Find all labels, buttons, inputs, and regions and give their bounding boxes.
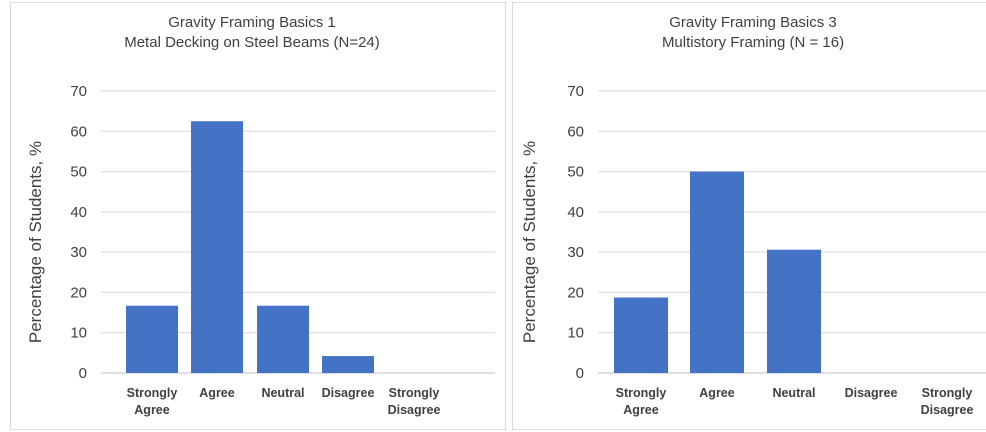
category-label-line: Neutral [772, 386, 815, 400]
chart-2-title-line-1: Gravity Framing Basics 3 [669, 14, 837, 31]
category-label-line: Strongly [127, 386, 178, 400]
category-label-line: Agree [199, 386, 234, 400]
chart-2-bar [690, 171, 744, 373]
chart-1-y-tick-label: 70 [70, 83, 87, 100]
chart-2-y-tick-label: 70 [567, 83, 584, 100]
chart-panel-2: Gravity Framing Basics 3 Multistory Frami… [512, 2, 986, 430]
chart-1-bar [322, 356, 374, 373]
category-label-line: Strongly [389, 386, 440, 400]
chart-2-bar [614, 297, 668, 373]
chart-1-y-tick-label: 60 [70, 123, 87, 140]
chart-1-y-tick-label: 0 [79, 365, 87, 382]
chart-2-y-tick-label: 40 [567, 204, 584, 221]
chart-1-category-label: Disagree [322, 386, 375, 400]
chart-1-category-label: Strongly Disagree [388, 386, 441, 417]
chart-2-title-line-2: Multistory Framing (N = 16) [662, 34, 844, 51]
chart-2-y-tick-label: 30 [567, 244, 584, 261]
category-label-line: Strongly [922, 386, 973, 400]
chart-1-y-tick-label: 10 [70, 325, 87, 342]
chart-1-y-tick-label: 50 [70, 164, 87, 181]
category-label-line: Strongly [616, 386, 667, 400]
chart-2-category-label: Strongly Agree [616, 386, 667, 417]
chart-2-y-tick-label: 10 [567, 325, 584, 342]
chart-2-y-tick-label: 0 [576, 365, 584, 382]
chart-2-y-tick-label: 50 [567, 164, 584, 181]
chart-1-category-label: Strongly Agree [127, 386, 178, 417]
category-label-line: Disagree [921, 403, 974, 417]
category-label-line: Agree [623, 403, 658, 417]
chart-1-category-label: Neutral [261, 386, 304, 400]
chart-2-y-tick-label: 60 [567, 123, 584, 140]
chart-1-y-tick-label: 40 [70, 204, 87, 221]
chart-2-category-label: Disagree [845, 386, 898, 400]
chart-2-y-tick-label: 20 [567, 284, 584, 301]
chart-panel-1: Gravity Framing Basics 1 Metal Decking on… [10, 2, 506, 430]
chart-1-bar [191, 121, 243, 373]
chart-2-y-axis-label: Percentage of Students, % [520, 141, 539, 343]
category-label-line: Disagree [388, 403, 441, 417]
chart-1-y-tick-label: 20 [70, 284, 87, 301]
chart-1-bar [126, 305, 178, 373]
category-label-line: Agree [134, 403, 169, 417]
chart-1-category-label: Agree [199, 386, 234, 400]
chart-2-category-label: Strongly Disagree [921, 386, 974, 417]
category-label-line: Disagree [322, 386, 375, 400]
category-label-line: Agree [699, 386, 734, 400]
chart-1-bar [257, 305, 309, 373]
chart-2-bar [767, 249, 821, 373]
chart-1-svg: Gravity Framing Basics 1 Metal Decking on… [26, 14, 495, 417]
chart-1-y-tick-label: 30 [70, 244, 87, 261]
chart-2-svg: Gravity Framing Basics 3 Multistory Frami… [520, 14, 986, 417]
category-label-line: Disagree [845, 386, 898, 400]
chart-1-y-axis-label: Percentage of Students, % [26, 141, 45, 343]
chart-2-category-label: Neutral [772, 386, 815, 400]
category-label-line: Neutral [261, 386, 304, 400]
chart-1-title-line-2: Metal Decking on Steel Beams (N=24) [124, 34, 380, 51]
chart-2-category-label: Agree [699, 386, 734, 400]
chart-1-title-line-1: Gravity Framing Basics 1 [168, 14, 336, 31]
